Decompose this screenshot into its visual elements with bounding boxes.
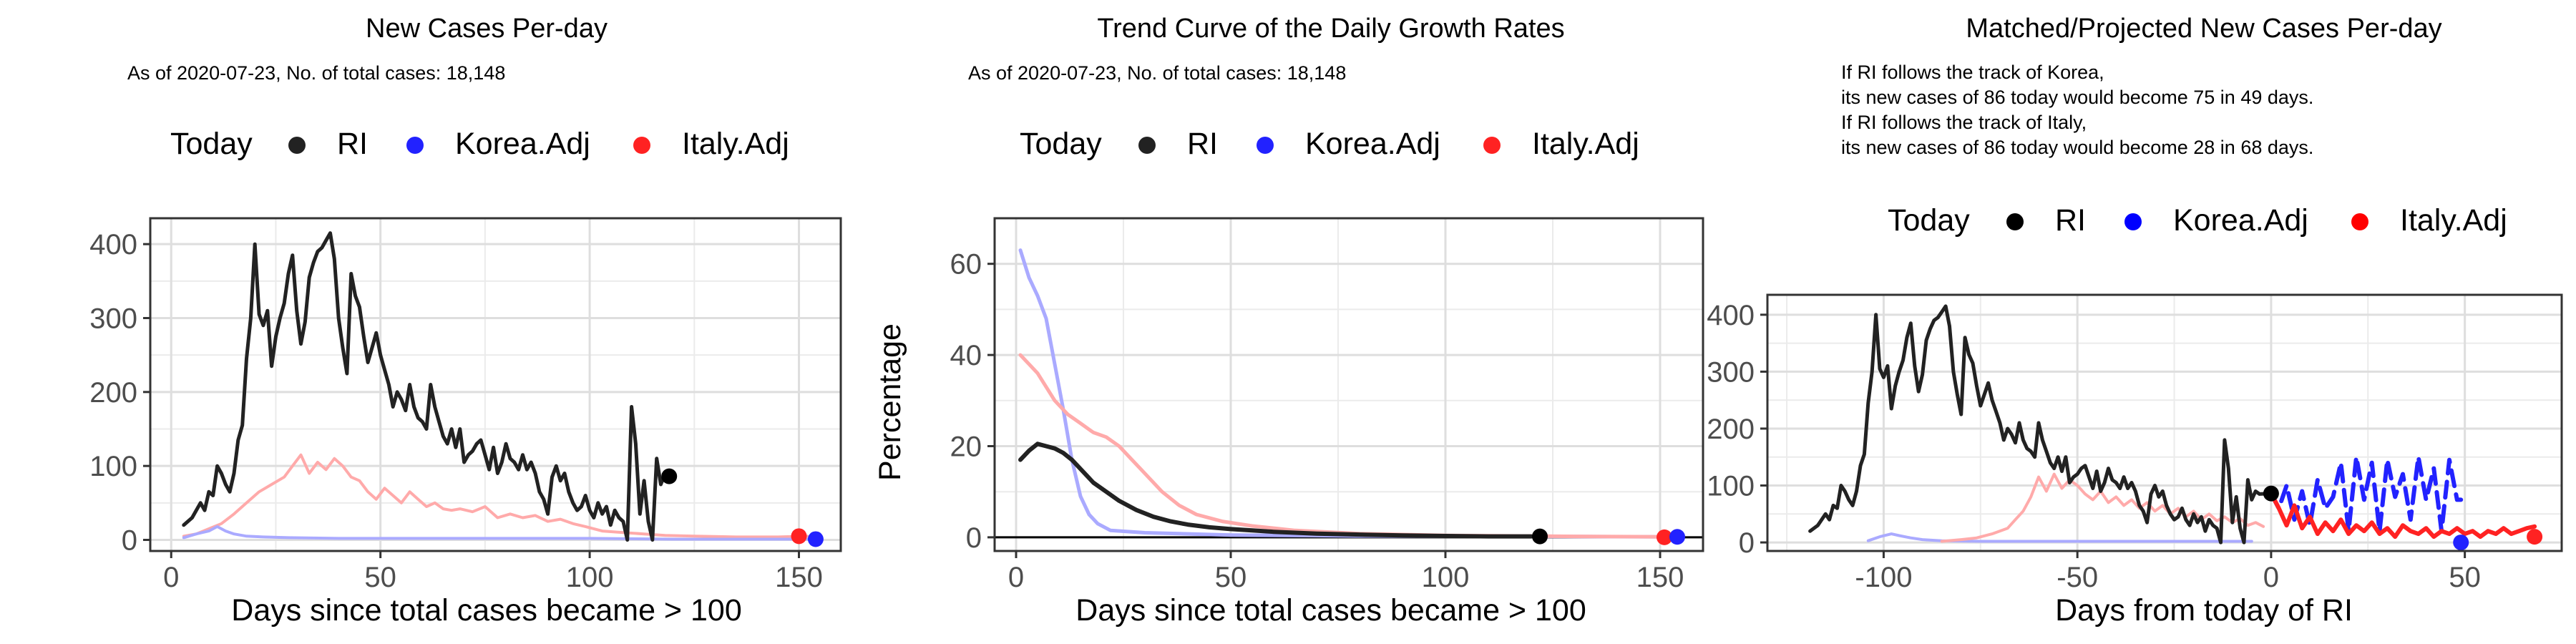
x-tick-label: 50 xyxy=(1215,562,1247,593)
today-point-korea-adj xyxy=(1669,529,1685,545)
x-tick-label: 50 xyxy=(364,562,396,593)
projection-note: If RI follows the track of Italy, xyxy=(1841,112,2087,133)
series-line-ri xyxy=(1808,304,2273,545)
panel-background xyxy=(150,218,841,551)
today-point-korea-adj xyxy=(2453,535,2469,551)
y-axis-title: Percentage xyxy=(873,323,907,481)
y-tick-label: 100 xyxy=(1707,471,1755,502)
legend-label-korea: Korea.Adj xyxy=(1305,127,1440,161)
legend-title: Today xyxy=(170,127,253,161)
today-point-ri xyxy=(661,468,678,484)
x-tick-label: -50 xyxy=(2057,562,2098,593)
x-tick-label: 0 xyxy=(163,562,179,593)
legend: Today RI Korea.Adj Italy.Adj xyxy=(1020,127,1639,161)
legend-label-korea: Korea.Adj xyxy=(2173,203,2308,238)
legend-key-italy xyxy=(633,137,650,154)
legend-key-korea xyxy=(1257,137,1274,154)
legend-label-ri: RI xyxy=(337,127,368,161)
plot-area: -100 -50 0 50 0 100 200 300 400 xyxy=(1707,293,2563,593)
y-tick-label: 200 xyxy=(1707,414,1755,445)
panel-growth-rates: Trend Curve of the Daily Growth Rates As… xyxy=(873,14,1704,628)
x-tick-label: 100 xyxy=(1422,562,1470,593)
legend-label-ri: RI xyxy=(1187,127,1218,161)
plot-area: 0 50 100 150 0 100 200 300 400 xyxy=(89,217,842,593)
series-line-italy-adj xyxy=(182,453,809,539)
plot-area: 0 50 100 150 0 20 40 60 xyxy=(950,217,1704,593)
chart-title: New Cases Per-day xyxy=(366,14,608,44)
y-tick-label: 0 xyxy=(1739,527,1755,559)
chart-title: Trend Curve of the Daily Growth Rates xyxy=(1097,14,1564,44)
x-tick-label: -100 xyxy=(1855,562,1912,593)
today-point-italy-adj xyxy=(1657,529,1672,545)
x-tick-label: 100 xyxy=(566,562,614,593)
chart-title: Matched/Projected New Cases Per-day xyxy=(1966,14,2441,44)
legend-label-ri: RI xyxy=(2055,203,2086,238)
y-tick-label: 400 xyxy=(89,229,137,260)
legend-label-italy: Italy.Adj xyxy=(682,127,789,161)
y-tick-label: 20 xyxy=(950,431,982,462)
chart-subtitle: As of 2020-07-23, No. of total cases: 18… xyxy=(127,62,505,84)
y-tick-label: 200 xyxy=(89,377,137,409)
series-line-korea-adj xyxy=(182,525,821,541)
y-tick-label: 300 xyxy=(89,303,137,335)
legend-label-korea: Korea.Adj xyxy=(455,127,590,161)
legend-title: Today xyxy=(1888,203,1970,238)
y-tick-label: 100 xyxy=(89,451,137,482)
panel-border xyxy=(1766,293,2563,552)
y-tick-label: 60 xyxy=(950,249,982,280)
legend-label-italy: Italy.Adj xyxy=(2400,203,2507,238)
y-tick-label: 400 xyxy=(1707,300,1755,331)
series-line-korea-adj-projected xyxy=(2268,454,2464,534)
panel-new-cases: New Cases Per-day As of 2020-07-23, No. … xyxy=(89,14,842,628)
projection-note: If RI follows the track of Korea, xyxy=(1841,62,2104,83)
y-tick-label: 300 xyxy=(1707,356,1755,388)
legend-key-ri xyxy=(288,137,306,154)
legend: Today RI Korea.Adj Italy.Adj xyxy=(1888,203,2507,238)
today-point-ri xyxy=(2263,485,2279,502)
today-point-korea-adj xyxy=(807,531,824,547)
legend-label-italy: Italy.Adj xyxy=(1532,127,1639,161)
series-line-ri xyxy=(1018,441,1533,539)
projection-note: its new cases of 86 today would become 2… xyxy=(1841,137,2313,158)
legend-key-ri xyxy=(2006,213,2024,230)
today-point-ri xyxy=(1532,528,1548,545)
series-line-korea-adj xyxy=(1018,248,1684,539)
panel-projected: Matched/Projected New Cases Per-day If R… xyxy=(1707,14,2563,628)
legend-key-korea xyxy=(406,137,424,154)
today-point-italy-adj xyxy=(2527,529,2543,545)
panel-border xyxy=(149,217,842,552)
series-line-italy-adj-projected xyxy=(2268,491,2537,540)
series-line-korea-adj-matched xyxy=(1866,532,2253,543)
series-line-italy-adj-matched xyxy=(1940,472,2265,543)
series-line-ri xyxy=(182,231,671,542)
x-axis-title: Days since total cases became > 100 xyxy=(231,593,741,628)
panel-border xyxy=(993,217,1704,552)
y-tick-label: 40 xyxy=(950,340,982,371)
x-tick-label: 0 xyxy=(1008,562,1024,593)
legend-key-korea xyxy=(2124,213,2142,230)
legend-key-ri xyxy=(1138,137,1156,154)
y-tick-label: 0 xyxy=(966,522,982,554)
x-axis-title: Days from today of RI xyxy=(2055,593,2353,628)
today-point-italy-adj xyxy=(791,528,807,545)
x-axis-title: Days since total cases became > 100 xyxy=(1075,593,1586,628)
legend: Today RI Korea.Adj Italy.Adj xyxy=(170,127,789,161)
legend-title: Today xyxy=(1020,127,1102,161)
panel-background xyxy=(995,218,1703,551)
x-tick-label: 0 xyxy=(2263,562,2279,593)
legend-key-italy xyxy=(1483,137,1501,154)
x-tick-label: 150 xyxy=(1636,562,1684,593)
y-tick-label: 0 xyxy=(122,525,137,557)
x-tick-label: 50 xyxy=(2449,562,2481,593)
x-tick-label: 150 xyxy=(775,562,823,593)
projection-note: its new cases of 86 today would become 7… xyxy=(1841,87,2313,108)
legend-key-italy xyxy=(2351,213,2368,230)
chart-subtitle: As of 2020-07-23, No. of total cases: 18… xyxy=(968,62,1346,84)
